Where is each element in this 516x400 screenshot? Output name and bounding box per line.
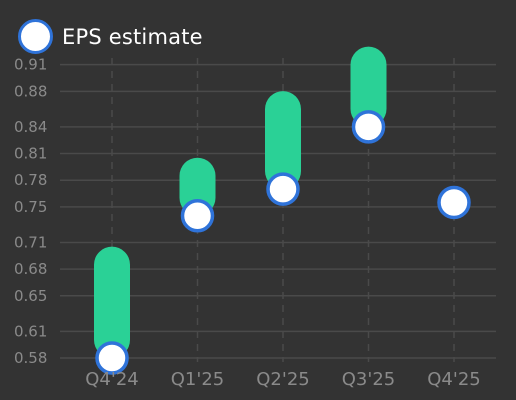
bar-layer xyxy=(94,46,387,358)
x-tick-label: Q4'24 xyxy=(85,369,138,390)
range-bar xyxy=(350,46,387,127)
y-tick-label: 0.91 xyxy=(14,56,47,74)
estimate-marker xyxy=(437,185,471,220)
y-tick-label: 0.78 xyxy=(14,171,47,189)
y-tick-label: 0.75 xyxy=(14,198,47,216)
x-tick-label: Q1'25 xyxy=(171,369,224,390)
y-tick-label: 0.71 xyxy=(14,233,47,251)
x-tick-label: Q2'25 xyxy=(256,369,309,390)
y-tick-label: 0.68 xyxy=(14,260,47,278)
estimate-marker xyxy=(266,172,300,206)
y-tick-label: 0.65 xyxy=(14,287,47,305)
legend-label: EPS estimate xyxy=(62,24,203,49)
marker-layer xyxy=(95,110,471,375)
legend-marker-icon xyxy=(18,19,53,54)
y-tick-label: 0.88 xyxy=(14,82,47,100)
estimate-marker xyxy=(180,199,215,233)
range-bar xyxy=(94,246,130,358)
y-tick-label: 0.81 xyxy=(14,145,47,163)
y-tick-label: 0.84 xyxy=(14,118,47,136)
legend[interactable]: EPS estimate xyxy=(18,19,203,54)
range-bar xyxy=(265,91,301,190)
range-bar xyxy=(179,157,216,216)
label-layer: 0.58 0.61 0.65 0.68 0.71 0.75 0.78 0.81 0.84 0.88… xyxy=(14,56,481,390)
x-tick-label: Q3'25 xyxy=(342,369,395,390)
y-tick-label: 0.61 xyxy=(14,322,47,340)
estimate-marker xyxy=(95,341,129,375)
estimate-marker xyxy=(351,110,386,144)
y-tick-label: 0.58 xyxy=(14,349,47,367)
x-tick-label: Q4'25 xyxy=(427,369,480,390)
